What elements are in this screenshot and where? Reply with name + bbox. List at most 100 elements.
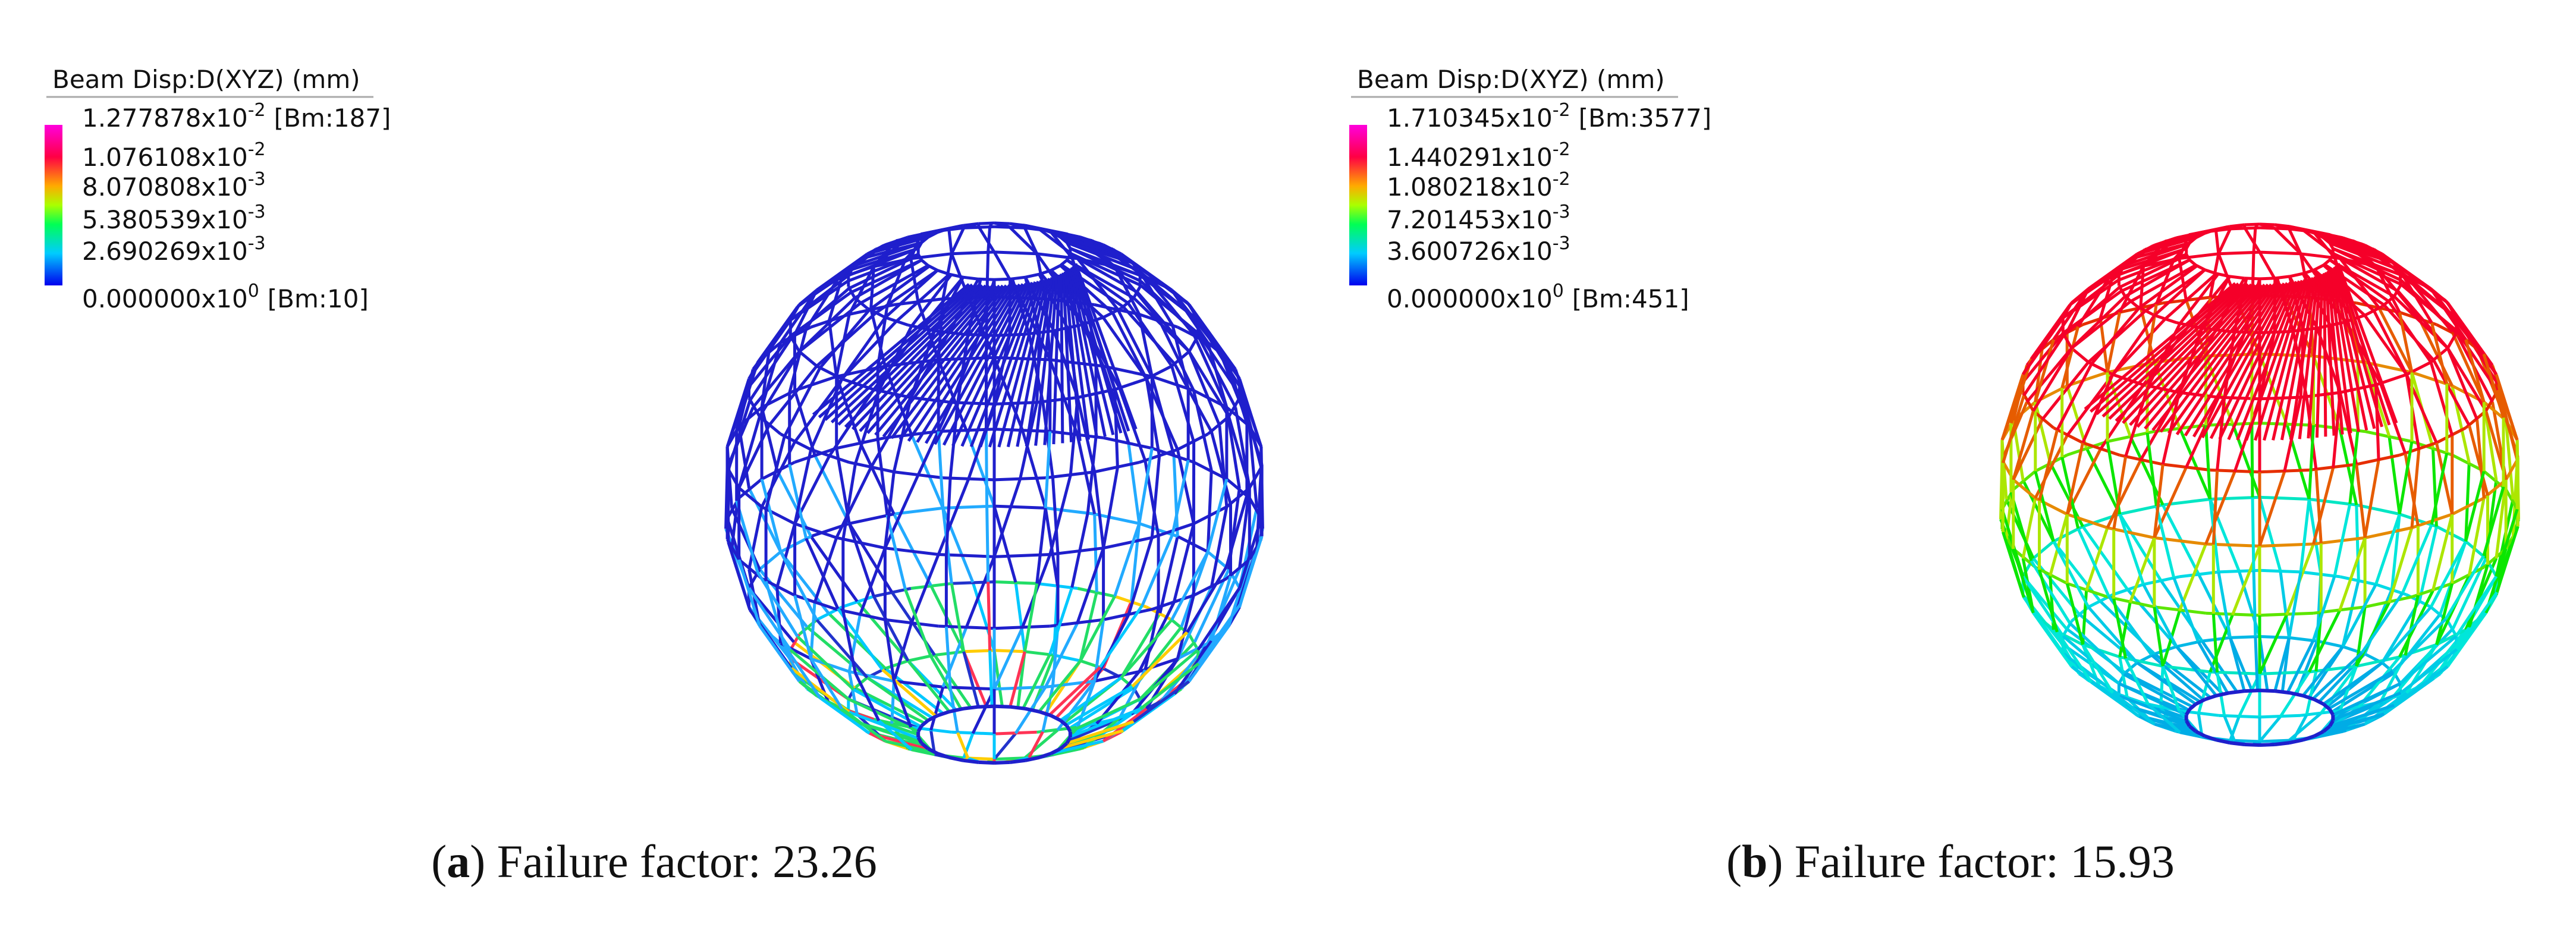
exponent: -3 (1553, 233, 1570, 254)
wireframe-edge (2328, 269, 2352, 433)
wireframe-edge (1130, 523, 1141, 602)
wireframe-edge (738, 477, 763, 499)
wireframe-edge (2326, 271, 2344, 435)
wireframe-edge (878, 720, 913, 751)
wireframe-edge (2252, 570, 2257, 637)
wireframe-edge (876, 439, 889, 516)
wireframe-edge (2211, 613, 2219, 673)
wireframe-edge (2081, 373, 2115, 444)
wireframe-edge (2129, 284, 2260, 426)
wireframe-edge (2112, 456, 2128, 530)
color-bar (45, 125, 62, 285)
wireframe-edge (2468, 564, 2489, 628)
wireframe-edge (1052, 274, 1061, 445)
wireframe-edge (910, 396, 952, 404)
color-bar (1349, 125, 1367, 285)
mantissa: 1.440291x10 (1387, 143, 1553, 172)
wireframe-edge (812, 283, 970, 416)
wireframe-edge (1063, 271, 1082, 441)
wireframe-edge (1043, 275, 1058, 445)
opening-ring (1038, 709, 1052, 718)
wireframe-edge (1093, 514, 1098, 592)
wireframe-edge (1028, 731, 1044, 759)
opening-ring (2229, 689, 2245, 695)
wireframe-edge (2192, 282, 2286, 438)
wireframe-edge (2431, 447, 2438, 527)
wireframe-edge (2153, 607, 2165, 667)
caption-open: ( (1726, 835, 1742, 887)
wireframe-edge (2038, 569, 2059, 633)
wireframe-edge (1099, 604, 1144, 668)
wireframe-edge (1127, 442, 1141, 524)
opening-ring (937, 752, 950, 759)
exponent: -2 (1553, 139, 1570, 160)
wireframe-edge (2432, 359, 2471, 426)
wireframe-edge (1127, 537, 1154, 616)
wireframe-edge (2245, 279, 2304, 441)
wireframe-edge (2332, 247, 2401, 277)
wireframe-edge (1116, 308, 1154, 378)
wireframe-edge (2184, 282, 2282, 436)
exponent: -3 (248, 202, 266, 222)
opening-ring (2313, 698, 2324, 706)
wireframe-edge (2176, 639, 2203, 648)
wireframe-edge (2065, 583, 2085, 645)
wireframe-edge (1059, 676, 1122, 722)
wireframe-edge (993, 732, 1017, 761)
wireframe-edge (2217, 228, 2232, 255)
wireframe-edge (2464, 463, 2471, 542)
wireframe-edge (1072, 265, 1123, 433)
wireframe-edge (2430, 452, 2449, 525)
wireframe-edge (960, 281, 1034, 447)
wireframe-edge (2038, 429, 2059, 501)
wireframe-edge (809, 658, 844, 710)
caption: (b) Failure factor: 15.93 (1726, 835, 2175, 887)
wireframe-edge (988, 650, 994, 706)
opening-ring (2322, 725, 2331, 733)
wireframe-edge (872, 327, 922, 391)
wireframe-edge (2288, 571, 2302, 638)
wireframe-edge (2065, 442, 2085, 515)
wireframe-edge (890, 284, 1008, 439)
wireframe-edge (2030, 304, 2071, 360)
wireframe-edge (2082, 643, 2121, 659)
wireframe-edge (947, 229, 953, 254)
wireframe-edge (2335, 264, 2391, 426)
opening-ring (2204, 694, 2217, 702)
wireframe-edge (835, 376, 862, 444)
wireframe-edge (910, 554, 940, 624)
wireframe-edge (899, 284, 1011, 441)
wireframe-edge (2161, 665, 2181, 712)
wireframe-edge (1051, 477, 1060, 554)
wireframe-edge (1034, 276, 1056, 446)
wireframe-edge (859, 442, 896, 515)
wireframe-edge (1053, 653, 1081, 662)
wireframe-edge (2317, 639, 2343, 648)
mantissa: 5.380539x10 (82, 205, 248, 234)
wireframe-edge (818, 309, 871, 369)
wireframe-edge (2289, 272, 2304, 278)
wireframe-edge (2275, 275, 2290, 280)
wireframe-edge (779, 551, 818, 621)
wireframe-edge (963, 275, 979, 281)
mantissa: 1.277878x10 (82, 103, 248, 133)
wireframe-edge (2118, 602, 2132, 658)
exponent: -3 (1553, 202, 1570, 222)
wireframe-edge (950, 583, 966, 652)
wireframe-edge (2025, 347, 2073, 403)
opening-ring (978, 704, 995, 709)
wireframe-edge (910, 274, 953, 327)
wireframe-edge (988, 279, 1043, 448)
wireframe-edge (2259, 635, 2289, 639)
wireframe-edge (2229, 637, 2246, 692)
wireframe-edge (1099, 242, 1144, 277)
wireframe-edge (2383, 304, 2435, 362)
wireframe-edge (2056, 363, 2093, 431)
wireframe-edge (2364, 430, 2412, 443)
opening-ring (916, 725, 923, 733)
wireframe-edge (985, 506, 990, 582)
wireframe-edge (847, 523, 875, 597)
opening-ring (994, 760, 1010, 765)
wireframe-edge (2464, 339, 2486, 403)
wireframe-edge (1131, 631, 1189, 688)
